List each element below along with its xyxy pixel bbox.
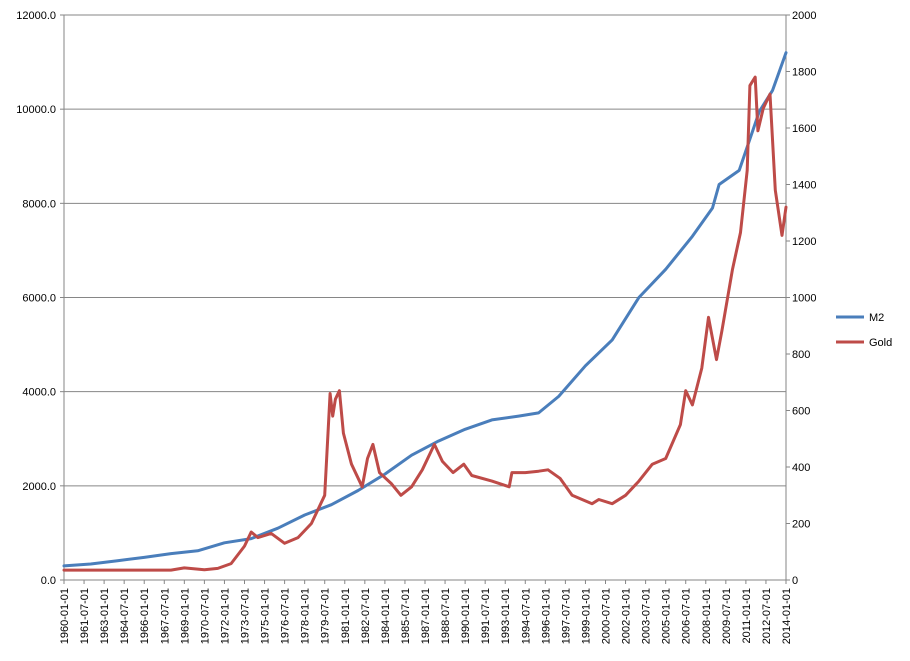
x-tick-label: 1975-01-01: [260, 588, 272, 644]
x-tick-label: 1961-07-01: [79, 588, 91, 644]
x-tick-label: 2005-01-01: [661, 588, 673, 644]
left-y-tick-label: 8000.0: [22, 198, 56, 210]
x-tick-label: 1963-01-01: [99, 588, 111, 644]
x-tick-label: 2002-01-01: [621, 588, 633, 644]
x-tick-label: 1967-07-01: [159, 588, 171, 644]
x-tick-label: 1985-07-01: [400, 588, 412, 644]
gridlines: [64, 14, 786, 487]
x-tick-label: 2006-07-01: [681, 588, 693, 644]
x-tick-label: 2009-07-01: [721, 588, 733, 644]
x-tick-label: 2014-01-01: [781, 588, 793, 644]
right-y-tick-label: 1800: [792, 67, 816, 79]
x-tick-label: 2011-01-01: [741, 588, 753, 643]
x-tick-label: 1972-01-01: [219, 588, 231, 644]
x-tick-label: 1978-01-01: [300, 588, 312, 644]
x-tick-label: 1987-01-01: [420, 588, 432, 644]
right-y-tick-label: 200: [792, 519, 810, 531]
right-y-tick-label: 2000: [792, 10, 816, 22]
legend: M2 Gold: [836, 312, 892, 349]
right-y-tick-label: 600: [792, 406, 810, 418]
right-y-tick-label: 0: [792, 575, 798, 587]
x-tick-label: 1960-01-01: [59, 588, 71, 644]
x-tick-label: 1993-01-01: [500, 588, 512, 644]
left-y-tick-label: 12000.0: [16, 10, 56, 22]
x-tick-label: 1988-07-01: [440, 588, 452, 644]
x-tick-label: 1964-07-01: [119, 588, 131, 644]
legend-label-gold: Gold: [869, 337, 892, 349]
x-tick-label: 1991-07-01: [480, 588, 492, 644]
x-tick-label: 2008-01-01: [701, 588, 713, 644]
left-y-axis: 0.0 2000.0 4000.0 6000.0 8000.0 10000.0 12000.…: [16, 10, 64, 587]
x-tick-label: 1976-07-01: [280, 588, 292, 644]
x-tick-label: 1981-01-01: [340, 588, 352, 644]
x-tick-label: 1979-07-01: [320, 588, 332, 644]
x-tick-label: 1990-01-01: [460, 588, 472, 644]
x-tick-label: 1984-01-01: [380, 588, 392, 644]
x-tick-label: 1966-01-01: [139, 588, 151, 644]
x-tick-label: 1997-07-01: [560, 588, 572, 644]
x-tick-label: 1982-07-01: [360, 588, 372, 644]
left-y-tick-label: 2000.0: [22, 481, 56, 493]
right-y-tick-label: 1000: [792, 293, 816, 305]
right-y-tick-label: 1200: [792, 236, 816, 248]
x-tick-label: 2003-07-01: [641, 588, 653, 644]
left-y-tick-label: 10000.0: [16, 104, 56, 116]
x-axis: 1960-01-01 1961-07-01 1963-01-01 1964-07-01…: [59, 580, 793, 644]
right-y-tick-label: 400: [792, 462, 810, 474]
right-y-tick-label: 800: [792, 349, 810, 361]
x-tick-label: 1973-07-01: [240, 588, 252, 644]
series-lines: [62, 51, 788, 572]
legend-label-m2: M2: [869, 312, 884, 324]
x-tick-label: 1969-01-01: [179, 588, 191, 644]
left-y-tick-label: 4000.0: [22, 387, 56, 399]
x-tick-label: 1994-07-01: [520, 588, 532, 644]
right-y-tick-label: 1400: [792, 180, 816, 192]
left-y-tick-label: 0.0: [41, 575, 56, 587]
right-y-tick-label: 1600: [792, 123, 816, 135]
x-tick-label: 2000-07-01: [601, 588, 613, 644]
x-tick-label: 1970-07-01: [199, 588, 211, 644]
x-tick-label: 2012-07-01: [761, 588, 773, 644]
series-line-m2: [62, 51, 788, 568]
left-y-tick-label: 6000.0: [22, 293, 56, 305]
x-tick-label: 1999-01-01: [580, 588, 592, 644]
series-line-gold: [62, 75, 788, 572]
right-y-axis: 0 200 400 600 800 1000 1200 1400 1600 1800 2000: [786, 10, 816, 587]
x-tick-label: 1996-01-01: [540, 588, 552, 644]
